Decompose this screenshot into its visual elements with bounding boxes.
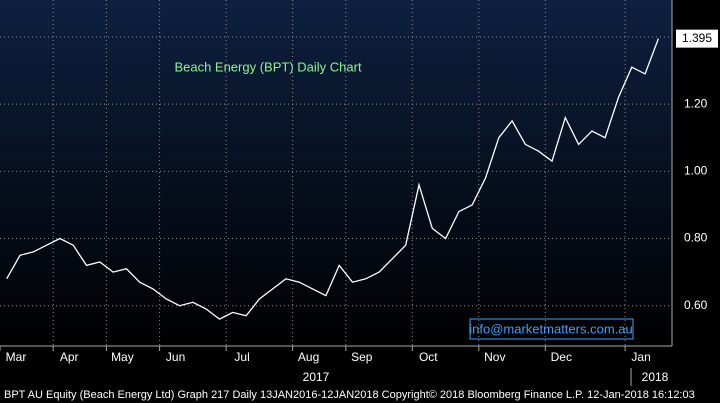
x-tick-label: Sep — [351, 350, 373, 364]
plot-area — [0, 0, 672, 346]
x-tick-label: Mar — [6, 350, 27, 364]
watermark: info@marketmatters.com.au — [469, 321, 632, 336]
y-tick-label: 0.80 — [684, 231, 708, 245]
x-tick-label: Oct — [419, 350, 438, 364]
footer-bar — [0, 386, 720, 403]
x-tick-label: Jul — [234, 350, 249, 364]
year-label: 2018 — [642, 370, 669, 384]
y-tick-label: 1.00 — [684, 163, 708, 177]
last-price-box — [676, 29, 718, 48]
x-tick-label: Aug — [298, 350, 319, 364]
watermark-box — [469, 318, 634, 340]
year-label: 2017 — [303, 370, 330, 384]
price-line — [6, 38, 660, 320]
x-tick-label: Jan — [631, 350, 650, 364]
x-tick-label: Nov — [484, 350, 505, 364]
y-tick-label: 0.60 — [684, 298, 708, 312]
y-tick-label: 1.20 — [684, 96, 708, 110]
x-tick-label: Jun — [166, 350, 185, 364]
footer: BPT AU Equity (Beach Energy Ltd) Graph 2… — [4, 389, 695, 401]
last-price-label: 1.395 — [682, 31, 712, 45]
x-tick-label: May — [111, 350, 134, 364]
x-tick-label: Dec — [551, 350, 572, 364]
x-tick-label: Apr — [60, 350, 79, 364]
chart-title: Beach Energy (BPT) Daily Chart — [174, 59, 362, 74]
